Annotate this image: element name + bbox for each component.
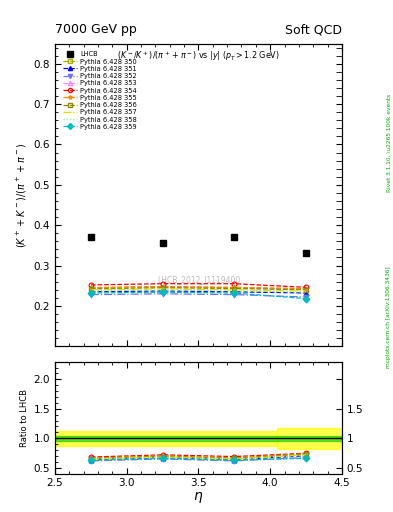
Text: Soft QCD: Soft QCD bbox=[285, 23, 342, 36]
Text: 7000 GeV pp: 7000 GeV pp bbox=[55, 23, 137, 36]
Text: mcplots.cern.ch [arXiv:1306.3436]: mcplots.cern.ch [arXiv:1306.3436] bbox=[386, 267, 391, 368]
Legend: LHCB, Pythia 6.428 350, Pythia 6.428 351, Pythia 6.428 352, Pythia 6.428 353, Py: LHCB, Pythia 6.428 350, Pythia 6.428 351… bbox=[61, 50, 138, 131]
Text: LHCB_2012_I1119400: LHCB_2012_I1119400 bbox=[157, 275, 240, 284]
X-axis label: $\eta$: $\eta$ bbox=[193, 490, 204, 505]
Y-axis label: $(K^+ + K^-)/(\pi^+ + \pi^-)$: $(K^+ + K^-)/(\pi^+ + \pi^-)$ bbox=[15, 142, 29, 247]
Y-axis label: Ratio to LHCB: Ratio to LHCB bbox=[20, 389, 29, 446]
Text: Rivet 3.1.10, \u2265 100k events: Rivet 3.1.10, \u2265 100k events bbox=[386, 94, 391, 193]
Text: $(K^-/K^+)/(\pi^++\pi^-)$ vs $|y|$ $(p_T > 1.2\ \mathrm{GeV})$: $(K^-/K^+)/(\pi^++\pi^-)$ vs $|y|$ $(p_T… bbox=[117, 50, 280, 63]
